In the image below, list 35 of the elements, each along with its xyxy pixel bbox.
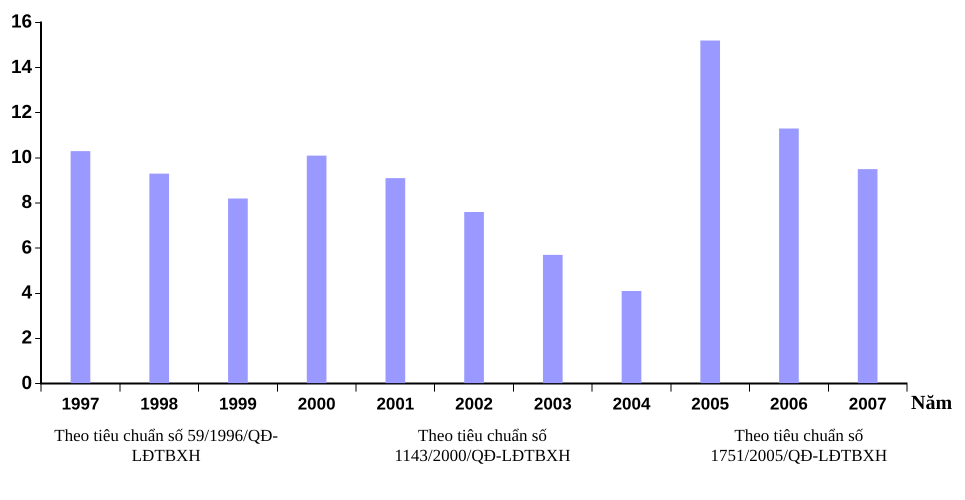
bar	[464, 212, 484, 384]
bar	[858, 169, 878, 384]
x-tick-label: 2005	[691, 394, 730, 414]
text: Theo tiêu chuẩn số 1143/2000/QĐ-LĐTBXH	[394, 426, 572, 466]
x-tick-label: 2006	[770, 394, 808, 414]
x-tick-label: 1999	[219, 394, 257, 414]
bar	[306, 156, 326, 384]
bar	[779, 128, 799, 384]
bar	[70, 151, 90, 384]
x-tick-label: 2002	[455, 394, 493, 414]
x-tick-label: 2003	[534, 394, 572, 414]
x-tick-label: 2001	[376, 394, 414, 414]
y-tick-label: 6	[22, 237, 32, 258]
x-tick-label: 2000	[298, 394, 336, 414]
y-tick-label: 8	[22, 192, 32, 214]
text: Theo tiêu chuẩn số 59/1996/QĐ-LĐTBXH	[53, 426, 280, 466]
x-tick-label: 2004	[612, 394, 651, 414]
x-tick-label: 2007	[848, 394, 887, 414]
y-tick-label: 4	[22, 282, 33, 304]
bar	[622, 291, 642, 384]
y-tick-label: 12	[10, 102, 32, 123]
y-tick-label: 2	[22, 328, 32, 349]
x-axis-title: Năm	[911, 392, 952, 414]
y-tick-label: 10	[10, 147, 32, 168]
bar	[228, 198, 248, 384]
y-tick-label: 16	[10, 12, 32, 33]
bar	[386, 178, 406, 384]
bar	[542, 254, 563, 384]
x-tick-label: 1997	[62, 394, 100, 414]
text: Theo tiêu chuẩn số 1751/2005/QĐ-LĐTBXH	[710, 426, 888, 466]
bar	[700, 40, 720, 384]
y-tick-label: 0	[22, 372, 32, 394]
x-tick-label: 1998	[140, 394, 178, 414]
bar	[149, 174, 170, 384]
y-tick-label: 14	[10, 56, 33, 78]
